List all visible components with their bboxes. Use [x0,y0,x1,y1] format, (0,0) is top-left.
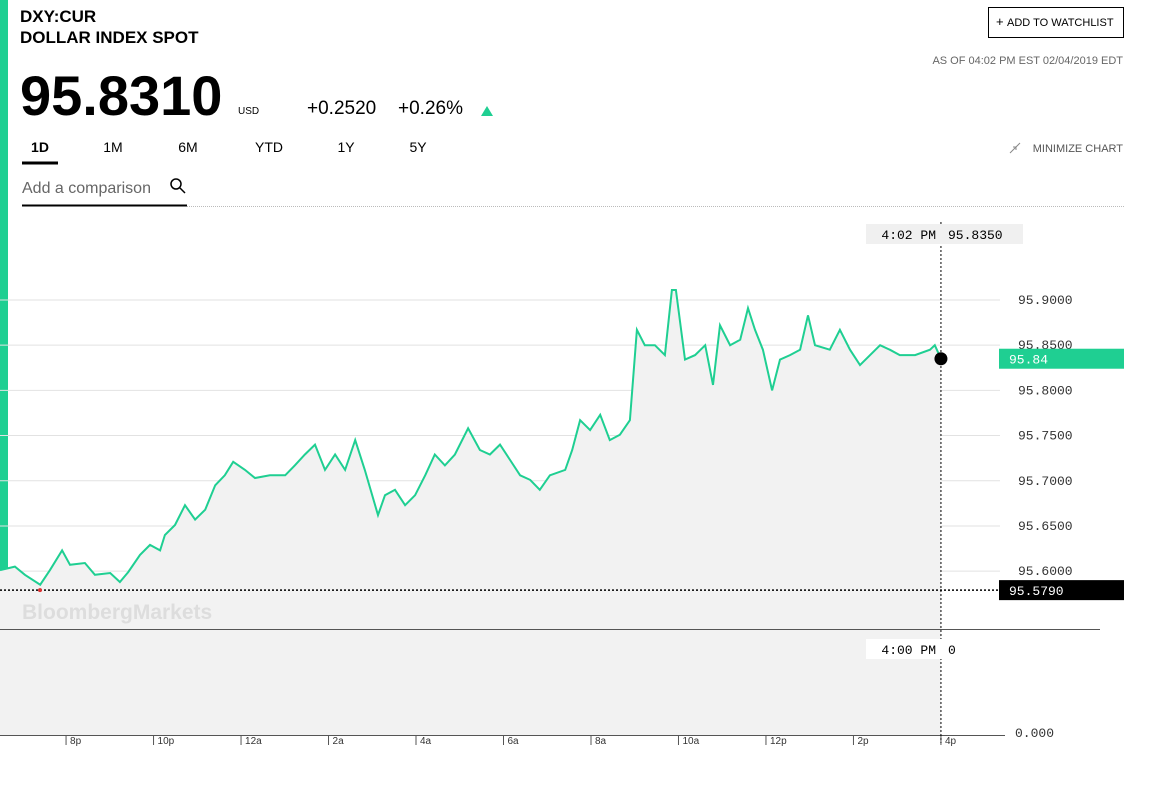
prev-close-tag [999,580,1124,601]
search-icon [170,178,182,190]
price: 95.8310 [20,64,222,127]
x-tick-label: 10a [682,736,699,747]
area [0,290,941,629]
accent-bar [0,0,8,580]
y-tick-label: 95.6500 [1018,519,1073,534]
hover-value: 95.8350 [948,228,1003,243]
tab[interactable]: 1D [31,139,49,155]
currency: USD [238,106,259,117]
hover-time: 4:02 PM [881,228,936,243]
search-icon-handle [179,187,186,194]
y-tick-label: 95.9000 [1018,293,1073,308]
tab[interactable]: YTD [255,139,283,155]
up-arrow [481,106,493,116]
chart: 95.600095.650095.700095.750095.800095.85… [0,222,1124,747]
x-tick-label: 2a [333,736,345,747]
x-tick-label: 4p [945,736,957,747]
x-tick-label: 12p [770,736,787,747]
change-pct: +0.26% [398,98,463,119]
tab[interactable]: 6M [178,139,197,155]
ticker: DXY:CUR [20,7,96,26]
x-tick-label: 8p [70,736,82,747]
x-tick-label: 4a [420,736,432,747]
tab[interactable]: 5Y [409,139,427,155]
x-tick-label: 10p [158,736,175,747]
minimize-button[interactable]: MINIMIZE CHART [1009,142,1124,155]
plus-icon: + [996,14,1004,29]
x-tick-label: 8a [595,736,607,747]
volume-hover-value: 0 [948,643,956,658]
y-tick-label: 95.7500 [1018,429,1073,444]
button-frame [988,7,1124,38]
minimize-label: MINIMIZE CHART [1033,143,1124,155]
minimize-icon [1009,142,1021,154]
hover-box [866,224,1023,244]
x-tick-label: 12a [245,736,262,747]
prev-close-label: 95.5790 [1009,584,1064,599]
comparison-search[interactable]: Add a comparison [22,178,187,207]
volume-hover-time: 4:00 PM [881,643,936,658]
last-point [934,352,948,366]
tab[interactable]: 1M [103,139,122,155]
tabs: 1D 1M 6M YTD 1Y 5Y [31,139,427,155]
button-label: ADD TO WATCHLIST [1007,17,1114,29]
last-tag [999,348,1124,369]
watermark: BloombergMarkets [22,601,212,624]
change: +0.2520 [307,98,376,119]
x-tick-label: 6a [507,736,519,747]
search-placeholder: Add a comparison [22,180,151,197]
y-tick-label: 95.8000 [1018,383,1073,398]
price-line [0,289,942,587]
watchlist-button[interactable]: + ADD TO WATCHLIST [988,7,1124,38]
x-tick-label: 2p [857,736,869,747]
volume-panel [0,629,941,735]
prev-close-dot [38,588,42,593]
volume-axis-label: 0.000 [1015,726,1054,741]
as-of: AS OF 04:02 PM EST 02/04/2019 EDT [932,55,1123,67]
instrument-name: DOLLAR INDEX SPOT [20,28,199,47]
y-tick-label: 95.6000 [1018,564,1073,579]
volume-hover-box [866,639,963,659]
tab[interactable]: 1Y [337,139,355,155]
last-tag-label: 95.84 [1009,353,1048,368]
y-tick-label: 95.7000 [1018,474,1073,489]
